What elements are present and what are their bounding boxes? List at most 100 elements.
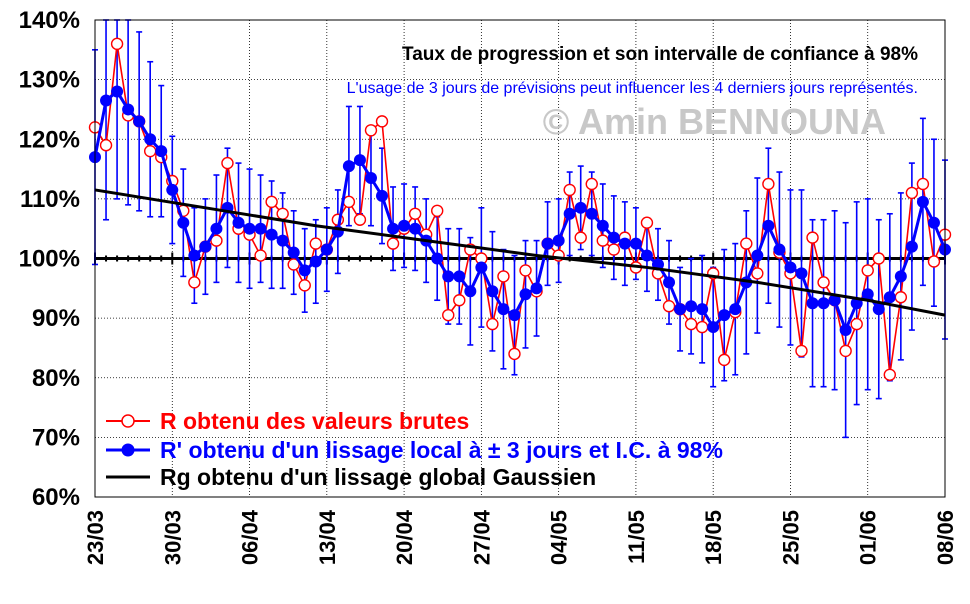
local-point [177,216,190,229]
y-tick-label: 110% [20,186,80,213]
raw-point [442,308,455,322]
local-point [166,183,179,196]
raw-point [287,258,300,271]
x-axis-ticks: 23/03 30/03 06/04 13/04 20/04 27/04 04/05 11/05… [83,509,958,565]
raw-point [386,237,400,250]
raw-point [364,124,378,137]
local-point [287,246,300,259]
x-tick-label: 27/04 [469,509,494,565]
raw-point [254,249,267,262]
local-point [232,216,245,229]
y-tick-label: 70% [32,424,80,451]
local-point [122,103,135,116]
local-point [718,309,731,322]
local-point [486,285,499,298]
raw-point [872,252,885,265]
local-point [320,243,333,256]
y-tick-label: 100% [19,246,80,273]
local-point [210,222,223,235]
local-point [861,288,874,301]
raw-point [99,139,113,152]
global-line [94,188,946,317]
local-point [254,222,267,235]
local-point [530,282,543,295]
raw-point [883,368,897,381]
local-point [464,285,477,298]
x-tick-label: 04/05 [547,510,572,565]
raw-point [695,320,709,334]
y-tick-label: 140% [19,7,80,34]
local-point [707,321,720,334]
local-point [552,234,565,247]
local-point [640,249,653,262]
raw-point [916,177,930,191]
local-point [784,261,797,274]
raw-point [265,195,278,209]
local-point [685,300,698,313]
raw-point [662,300,676,313]
local-point [353,154,366,167]
local-point [541,237,554,250]
y-tick-label: 120% [19,126,80,153]
local-point [431,252,444,265]
x-tick-label: 01/06 [856,510,881,565]
legend-label-raw: R obtenu des valeurs brutes [160,408,469,434]
x-tick-label: 13/04 [315,509,340,565]
x-tick-label: 06/04 [238,509,263,565]
legend-marker-local [121,443,135,457]
x-tick-label: 18/05 [701,510,726,565]
local-point [927,216,940,229]
local-point [188,249,201,262]
local-point [618,237,631,250]
y-tick-label: 130% [19,67,80,94]
legend: R obtenu des valeurs brutes R' obtenu d'… [106,408,723,490]
y-axis-ticks: 140% 130% 120% 110% 100% 90% 80% 70% 60% [19,7,80,511]
raw-point [342,195,356,209]
local-point [574,201,587,214]
local-point [883,291,896,304]
local-point [309,255,322,268]
local-point [475,261,488,274]
local-point [409,222,422,235]
raw-point [751,267,764,280]
local-point [265,228,278,241]
raw-point [110,37,124,51]
raw-point [563,183,576,197]
local-point [806,297,819,310]
local-point [905,240,918,253]
raw-point [684,317,698,331]
raw-point [718,353,731,367]
raw-point [574,231,587,244]
local-point [563,207,576,220]
raw-point [353,213,367,226]
local-point [872,303,885,316]
local-point [453,270,466,283]
raw-point [309,237,322,250]
raw-point [276,207,289,220]
local-point [364,172,377,185]
x-tick-label: 08/06 [933,510,958,565]
plot-border [94,19,946,498]
raw-point [508,347,521,361]
raw-point [188,276,201,289]
local-point [629,237,642,250]
local-point [199,240,212,253]
local-point [519,288,532,301]
local-point [442,270,455,283]
raw-point [839,344,852,358]
chart-subtitle: L'usage de 3 jours de prévisions peut in… [347,80,918,97]
raw-point [143,144,157,158]
x-tick-label: 30/03 [160,510,185,565]
local-point [155,145,168,158]
raw-point [298,279,311,292]
raw-point [817,276,830,289]
local-point [828,294,841,307]
raw-point [640,216,654,229]
x-tick-label: 23/03 [83,510,108,565]
local-point [298,264,311,277]
raw-point [486,317,499,331]
y-tick-label: 80% [32,365,80,392]
raw-point [740,237,753,250]
local-point [916,195,929,208]
